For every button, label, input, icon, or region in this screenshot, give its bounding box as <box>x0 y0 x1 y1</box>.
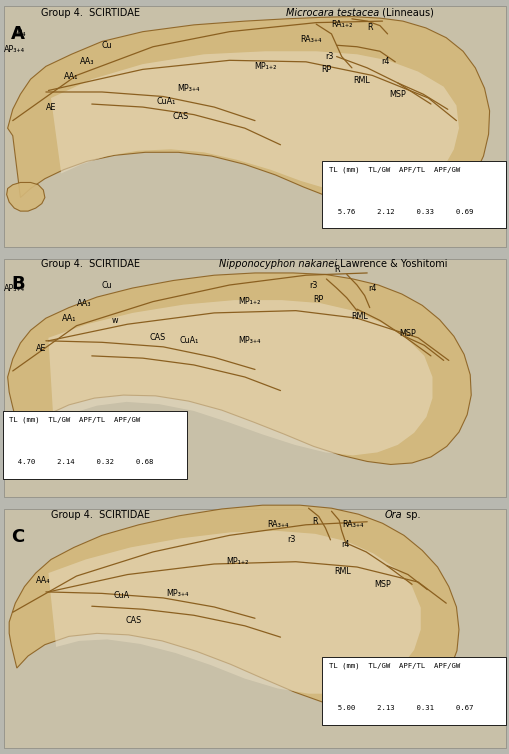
Text: RML: RML <box>351 312 367 321</box>
Text: r4: r4 <box>380 57 388 66</box>
Text: Group 4.  SCIRTIDAE: Group 4. SCIRTIDAE <box>41 259 139 268</box>
Bar <box>4 6 505 247</box>
FancyBboxPatch shape <box>322 657 505 725</box>
Text: AA₃: AA₃ <box>79 57 94 66</box>
Text: Nipponocyphon nakanei: Nipponocyphon nakanei <box>219 259 336 268</box>
Text: RML: RML <box>353 76 370 85</box>
Text: RA₃₊₄: RA₃₊₄ <box>342 520 363 529</box>
Text: Group 4.  SCIRTIDAE: Group 4. SCIRTIDAE <box>41 8 139 17</box>
Polygon shape <box>48 531 420 694</box>
Text: AP₃₊₄: AP₃₊₄ <box>4 284 25 293</box>
Text: RP: RP <box>313 295 323 304</box>
Polygon shape <box>48 300 432 455</box>
Text: r3: r3 <box>309 280 317 290</box>
Text: CAS: CAS <box>173 112 189 121</box>
Text: Lawrence & Yoshitomi: Lawrence & Yoshitomi <box>336 259 447 268</box>
Text: Ora: Ora <box>384 510 402 520</box>
FancyBboxPatch shape <box>3 411 186 479</box>
Polygon shape <box>7 182 45 211</box>
Text: CuA₁: CuA₁ <box>179 336 198 345</box>
Text: 5.76     2.12     0.33     0.69: 5.76 2.12 0.33 0.69 <box>328 209 472 215</box>
Text: 5.00     2.13     0.31     0.67: 5.00 2.13 0.31 0.67 <box>328 705 472 711</box>
Polygon shape <box>8 273 470 464</box>
Text: C: C <box>11 528 24 546</box>
Text: MP₃₊₄: MP₃₊₄ <box>166 589 188 598</box>
Text: AA₃: AA₃ <box>77 299 91 308</box>
Polygon shape <box>51 51 458 195</box>
Text: TL (mm)  TL/GW  APF/TL  APF/GW: TL (mm) TL/GW APF/TL APF/GW <box>9 416 140 423</box>
Text: MP₁₊₂: MP₁₊₂ <box>225 557 248 566</box>
Text: AA₁: AA₁ <box>64 72 78 81</box>
Text: TL (mm)  TL/GW  APF/TL  APF/GW: TL (mm) TL/GW APF/TL APF/GW <box>328 662 459 669</box>
Text: MSP: MSP <box>389 90 405 99</box>
Text: Group 4.  SCIRTIDAE: Group 4. SCIRTIDAE <box>51 510 150 520</box>
Text: MP₁₊₂: MP₁₊₂ <box>253 62 276 71</box>
Polygon shape <box>8 434 39 465</box>
Text: sp.: sp. <box>402 510 419 520</box>
Text: w: w <box>111 316 118 325</box>
Text: TL (mm)  TL/GW  APF/TL  APF/GW: TL (mm) TL/GW APF/TL APF/GW <box>328 166 459 173</box>
Bar <box>4 259 505 497</box>
Text: AE: AE <box>36 344 46 353</box>
Text: MP₃₊₄: MP₃₊₄ <box>238 336 261 345</box>
Text: RA₃₊₄: RA₃₊₄ <box>300 35 321 44</box>
FancyBboxPatch shape <box>322 161 505 228</box>
Polygon shape <box>8 17 489 211</box>
Text: RP: RP <box>321 65 331 74</box>
Text: MP₁₊₂: MP₁₊₂ <box>238 297 261 306</box>
Text: r4: r4 <box>367 284 376 293</box>
Text: B: B <box>11 275 25 293</box>
Text: Cu: Cu <box>102 41 112 50</box>
Text: r3: r3 <box>287 535 295 544</box>
Text: R: R <box>333 265 338 274</box>
Polygon shape <box>9 505 458 710</box>
Text: RML: RML <box>334 567 350 576</box>
Text: CAS: CAS <box>125 616 142 625</box>
Text: AA₄: AA₄ <box>36 576 50 585</box>
Text: AE: AE <box>46 103 56 112</box>
Text: MP₃₊₄: MP₃₊₄ <box>177 84 200 93</box>
Text: AA₁: AA₁ <box>62 314 76 323</box>
Text: R: R <box>366 23 372 32</box>
Text: r4: r4 <box>341 540 349 549</box>
Text: A: A <box>11 25 25 43</box>
Text: R: R <box>312 517 317 526</box>
Text: CuA: CuA <box>113 591 129 600</box>
Text: 4.70     2.14     0.32     0.68: 4.70 2.14 0.32 0.68 <box>9 459 153 465</box>
Text: RA₃₊₄: RA₃₊₄ <box>267 520 288 529</box>
Text: Microcara testacea: Microcara testacea <box>285 8 378 17</box>
Text: MSP: MSP <box>374 580 390 589</box>
Text: RA₁₊₂: RA₁₊₂ <box>330 20 352 29</box>
Bar <box>4 509 505 748</box>
Text: MSP: MSP <box>399 329 415 338</box>
Text: AP₄: AP₄ <box>13 29 26 38</box>
Text: r3: r3 <box>324 52 332 61</box>
Text: AP₃₊₄: AP₃₊₄ <box>4 44 25 54</box>
Text: Cu: Cu <box>102 280 112 290</box>
Text: CuA₁: CuA₁ <box>156 97 175 106</box>
Text: CAS: CAS <box>150 333 166 342</box>
Text: (Linneaus): (Linneaus) <box>378 8 433 17</box>
